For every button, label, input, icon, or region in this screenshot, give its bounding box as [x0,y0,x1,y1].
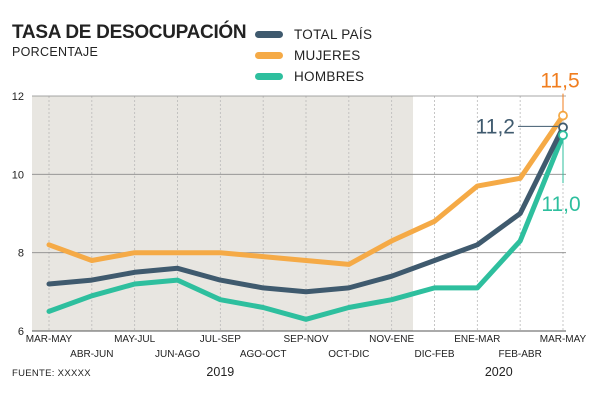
year-band-2019 [32,96,414,331]
x-tick-label: NOV-ENE [369,334,414,345]
legend-label-hombres: HOMBRES [294,69,365,84]
x-tick-label: MAR-MAY [26,334,73,345]
x-tick-label: AGO-OCT [240,349,287,360]
x-tick-label: JUL-SEP [200,334,241,345]
x-tick-label: DIC-FEB [415,349,455,360]
legend-label-total: TOTAL PAÍS [294,27,373,42]
year-label-2019: 2019 [206,365,234,379]
legend: TOTAL PAÍS MUJERES HOMBRES [255,24,372,87]
chart-title: TASA DE DESOCUPACIÓN [12,22,247,43]
series-line-mujeres [46,113,566,267]
x-tick-label: MAR-MAY [540,334,587,345]
y-tick-label: 8 [18,248,24,260]
end-marker [558,110,568,121]
x-tick-label: ABR-JUN [70,349,113,360]
x-tick-label: FEB-ABR [498,349,541,360]
y-tick-label: 10 [12,169,24,181]
end-marker [558,130,568,141]
year-band-2020 [413,96,566,331]
legend-swatch-total [255,31,283,38]
source-note: FUENTE: XXXXX [12,368,91,379]
y-tick-label: 6 [18,326,24,338]
y-tick-label: 12 [12,91,24,103]
x-tick-label: OCT-DIC [328,349,369,360]
annotation-total: 11,2 [476,115,515,138]
legend-item-mujeres: MUJERES [255,45,372,66]
legend-swatch-mujeres [255,52,283,59]
annotation-hombres: 11,0 [541,193,580,216]
legend-item-total: TOTAL PAÍS [255,24,372,45]
x-tick-label: SEP-NOV [283,334,328,345]
x-tick-label: MAY-JUL [114,334,156,345]
x-tick-label: JUN-AGO [155,349,200,360]
x-tick-label: ENE-MAR [454,334,500,345]
end-marker [558,122,568,133]
year-label-2020: 2020 [485,365,513,379]
series-line-total-pa-s [46,124,566,295]
annotation-mujeres: 11,5 [540,70,579,93]
legend-label-mujeres: MUJERES [294,48,361,63]
legend-item-hombres: HOMBRES [255,66,372,87]
chart-subtitle: PORCENTAJE [12,45,99,59]
legend-swatch-hombres [255,73,283,80]
series-line-hombres [46,132,566,322]
